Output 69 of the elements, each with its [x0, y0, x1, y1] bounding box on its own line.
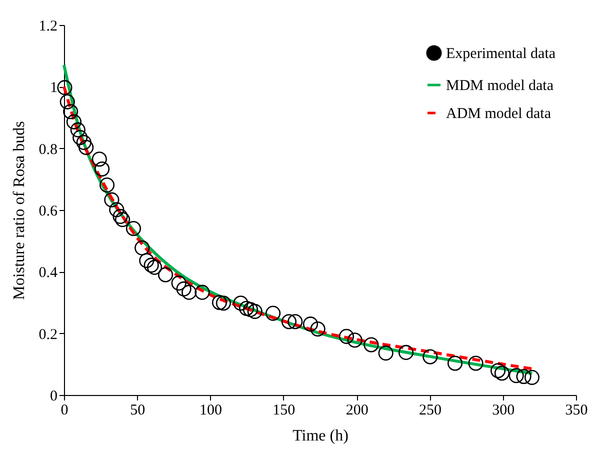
point: [92, 152, 107, 167]
point: [288, 314, 303, 330]
point: [139, 253, 154, 268]
point: [182, 284, 197, 300]
point: [378, 346, 394, 361]
point: [422, 349, 438, 364]
point: [347, 332, 362, 348]
x-tick-label: 350: [565, 402, 588, 418]
x-axis-title: Time (h): [292, 428, 348, 444]
y-tick-label: 0.8: [38, 142, 58, 158]
point: [112, 208, 128, 224]
point: [194, 284, 210, 300]
point: [281, 314, 297, 330]
point: [114, 212, 130, 228]
point: [171, 276, 186, 291]
point: [524, 370, 540, 385]
x-tick-label: 200: [346, 402, 368, 418]
point: [516, 368, 532, 384]
point: [66, 114, 82, 130]
point: [70, 122, 86, 138]
point: [216, 296, 231, 311]
point: [398, 344, 414, 360]
x-tick-label: 250: [418, 402, 442, 418]
point: [242, 302, 258, 318]
point: [494, 366, 510, 381]
x-tick-label: 100: [200, 402, 222, 418]
x-tick-label: 0: [60, 402, 68, 418]
point: [239, 300, 254, 316]
x-tick-label: 50: [130, 402, 146, 418]
point: [212, 294, 228, 310]
point: [247, 304, 262, 319]
point: [72, 130, 88, 146]
y-tick-label: 0.4: [38, 265, 58, 282]
point: [57, 80, 72, 96]
point: [447, 356, 463, 371]
point: [338, 328, 354, 344]
x-tick-label: 150: [272, 402, 296, 418]
y-axis-title: Moisture ratio of Rosa buds: [10, 121, 28, 300]
point: [134, 240, 150, 256]
y-tick-label: 0.6: [38, 204, 58, 220]
legend-label: MDM model data: [446, 78, 554, 94]
legend-label: Experimental data: [446, 46, 556, 62]
point: [468, 356, 484, 371]
point: [109, 202, 124, 218]
point: [233, 296, 248, 311]
point: [302, 316, 318, 332]
point: [99, 177, 115, 193]
point: [63, 104, 78, 120]
point: [364, 337, 379, 352]
point: [508, 368, 524, 384]
point: [490, 363, 506, 378]
point: [78, 140, 94, 155]
point: [266, 306, 281, 321]
point: [94, 161, 110, 177]
y-tick-label: 0.2: [38, 326, 58, 343]
point: [144, 258, 159, 273]
point: [310, 321, 326, 337]
point: [60, 94, 75, 110]
point: [104, 192, 120, 208]
y-tick-label: 1: [50, 80, 58, 96]
legend-label: ADM model data: [446, 106, 552, 122]
point: [147, 260, 162, 275]
y-tick-label: 0: [50, 388, 58, 404]
y-tick-label: 1.2: [38, 18, 58, 34]
point: [176, 281, 192, 296]
point: [158, 267, 174, 282]
point: [76, 134, 92, 150]
x-tick-label: 300: [492, 402, 515, 418]
point: [126, 220, 142, 236]
